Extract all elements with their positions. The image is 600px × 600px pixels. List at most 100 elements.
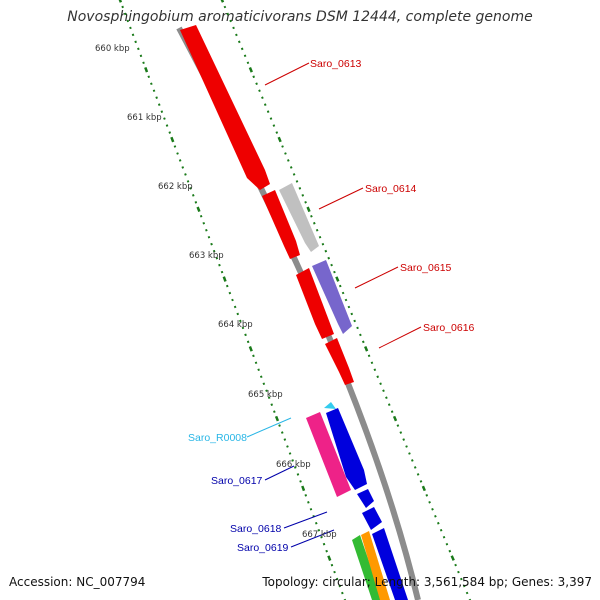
inner-tick-track-mark [244, 333, 247, 337]
outer-tick-track-mark [243, 54, 247, 58]
tick-labels: 660 kbp 661 kbp 662 kbp 663 kbp 664 kbp … [95, 44, 337, 540]
gene-label-saro-0619[interactable]: Saro_0619 [237, 542, 289, 554]
outer-tick-track-mark [240, 47, 244, 51]
inner-tick-track-mark [296, 473, 300, 476]
gene-label-saro-0618[interactable]: Saro_0618 [230, 523, 282, 535]
inner-tick-track-mark [222, 276, 227, 282]
inner-tick-track-mark [239, 319, 242, 323]
outer-tick-track-mark [269, 117, 273, 120]
gene-arrow-saro-0617[interactable] [306, 412, 351, 497]
outer-tick-track-mark [382, 389, 385, 393]
outer-tick-track-mark [235, 33, 238, 37]
gene-label-saro-0613[interactable]: Saro_0613 [310, 58, 362, 70]
outer-tick-track-mark [330, 263, 333, 267]
gene-arrow-saro-0615[interactable] [296, 268, 334, 339]
gene-arrow-green[interactable] [352, 535, 382, 600]
inner-tick-track-mark [228, 291, 232, 295]
inner-tick-track-mark [330, 563, 334, 567]
inner-tick-track-mark [134, 40, 137, 44]
inner-tick-track-mark [202, 221, 206, 225]
inner-tick-track-mark [301, 485, 306, 492]
inner-tick-track-mark [231, 298, 234, 302]
gene-label-saro-0616[interactable]: Saro_0616 [423, 322, 475, 334]
gene-arrow-saro-0614[interactable] [262, 190, 300, 259]
outer-tick-track-mark [226, 12, 230, 16]
inner-tick-track-mark [118, 0, 123, 3]
outer-tick-track-mark [428, 500, 431, 504]
outer-tick-track-mark [448, 549, 452, 553]
outer-tick-track-mark [421, 485, 426, 492]
inner-tick-track-mark [309, 508, 313, 511]
feature-track [180, 25, 408, 600]
tick-label-662: 662 kbp [158, 182, 193, 192]
inner-tick-track-mark [123, 12, 127, 16]
inner-tick-track-mark [283, 438, 287, 441]
outer-tick-track-mark [370, 361, 374, 365]
inner-tick-track-mark [173, 145, 177, 148]
inner-tick-track-mark [199, 214, 203, 218]
outer-tick-track-mark [312, 221, 316, 225]
inner-tick-track-mark [155, 96, 158, 99]
outer-tick-track-mark [468, 598, 472, 600]
inner-tick-track-mark [210, 242, 213, 246]
inner-tick-track-mark [165, 124, 169, 127]
tick-label-666: 666 kbp [276, 460, 311, 470]
tick-label-665: 665 kbp [248, 390, 283, 400]
gene-arrow-saro-r0008[interactable] [324, 402, 336, 409]
gene-arrow-purple[interactable] [312, 260, 352, 334]
outer-tick-track-mark [272, 124, 276, 127]
inner-tick-track-mark [280, 431, 284, 434]
outer-tick-track-mark [277, 136, 282, 143]
inner-tick-track-mark [246, 340, 250, 344]
inner-tick-track-mark [248, 346, 253, 352]
outer-tick-track-mark [246, 61, 250, 65]
outer-tick-track-mark [379, 382, 382, 386]
gene-arrow-grey[interactable] [279, 183, 319, 252]
tick-label-664: 664 kbp [218, 320, 253, 330]
outer-tick-track-mark [318, 235, 322, 239]
inner-tick-track-mark [252, 354, 255, 358]
outer-tick-track-mark [232, 26, 235, 30]
gene-arrow-saro-0616[interactable] [325, 338, 354, 385]
outer-tick-track-mark [341, 291, 345, 295]
outer-tick-track-mark [237, 40, 241, 44]
inner-tick-track-mark [218, 263, 221, 267]
gene-arrow-saro-0613[interactable] [180, 25, 270, 190]
outer-tick-track-mark [416, 473, 420, 476]
inner-tick-track-mark [144, 66, 149, 73]
inner-tick-track-mark [157, 103, 161, 106]
outer-tick-track-mark [367, 354, 371, 358]
outer-tick-track-mark [353, 319, 356, 323]
gene-arrow-blue-4[interactable] [372, 528, 408, 600]
genome-backbone [176, 26, 421, 600]
outer-tick-track-mark [281, 145, 284, 148]
outer-tick-track-mark [315, 228, 319, 232]
outer-tick-track-mark [376, 375, 380, 379]
gene-arrow-blue-1[interactable] [326, 408, 367, 490]
inner-tick-track-mark [196, 206, 201, 213]
inner-tick-track-mark [152, 89, 156, 92]
gene-arrow-orange[interactable] [361, 531, 390, 600]
inner-tick-track-mark [220, 270, 224, 274]
gene-labels: Saro_0613 Saro_0614 Saro_0615 Saro_0616 … [188, 58, 475, 554]
outer-tick-track-mark [266, 110, 270, 113]
outer-tick-track-mark [304, 200, 307, 204]
outer-tick-track-mark [223, 5, 227, 9]
gene-arrow-saro-0619[interactable] [362, 507, 382, 530]
gene-label-saro-0617[interactable]: Saro_0617 [211, 475, 263, 487]
gene-label-saro-0615[interactable]: Saro_0615 [400, 262, 452, 274]
gene-arrow-saro-0618[interactable] [357, 489, 374, 508]
genome-summary: Topology: circular; Length: 3,561,584 bp… [262, 575, 592, 589]
gene-label-saro-0614[interactable]: Saro_0614 [365, 183, 417, 195]
outer-tick-track-mark [462, 584, 466, 588]
outer-tick-track-mark [445, 542, 449, 546]
outer-tick-track-mark [359, 333, 362, 337]
outer-tick-track-mark [410, 459, 414, 462]
inner-tick-track-mark [189, 187, 192, 190]
gene-label-saro-r0008[interactable]: Saro_R0008 [188, 432, 247, 444]
outer-tick-track-mark [255, 82, 258, 86]
inner-tick-track-mark [184, 173, 187, 176]
inner-tick-track-mark [273, 410, 276, 413]
inner-tick-track-mark [291, 459, 294, 462]
